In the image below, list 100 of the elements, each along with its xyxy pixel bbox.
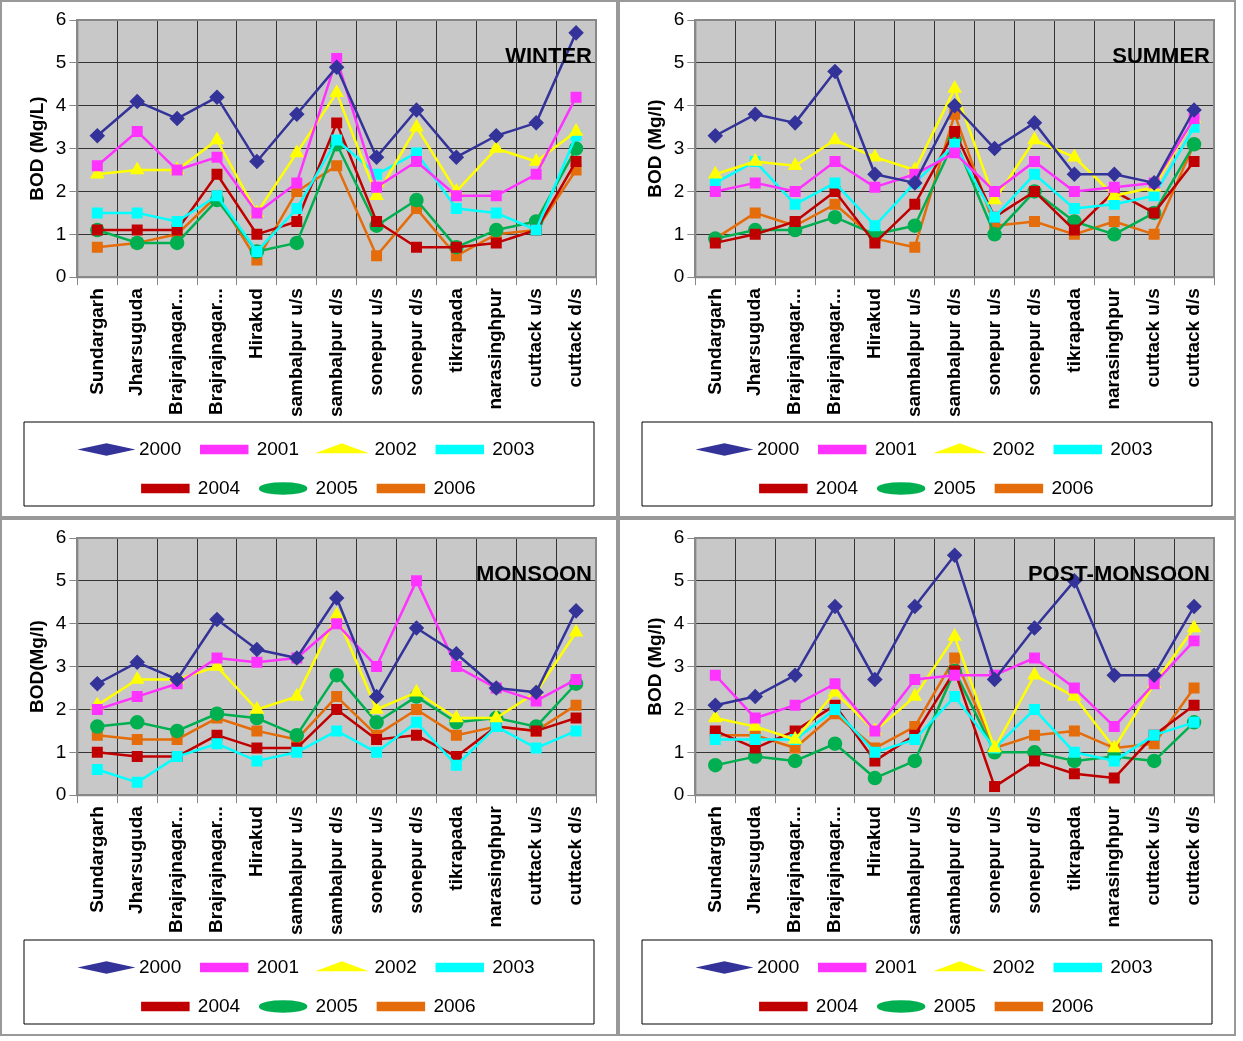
y-tick-label: 4 [673,611,685,633]
y-tick-label: 4 [55,611,67,633]
x-tick-label: Hirakud [863,806,885,877]
legend-label: 2004 [197,994,241,1016]
x-tick-label: Brajrajnagar... [165,806,187,933]
x-tick-label: cuttack d/s [1182,806,1204,906]
x-tick-label: narasinghpur [484,805,506,928]
x-tick-label: Jharsuguda [125,805,147,914]
x-tick-label: tikrapada [1062,805,1084,891]
y-tick-label: 2 [673,179,685,201]
legend-label: 2003 [492,437,535,459]
x-tick-label: Sundargarh [703,806,725,913]
x-tick-label: Brajrajnagar... [165,288,187,415]
x-tick-label: Sundargarh [703,288,725,395]
legend-label: 2006 [433,994,476,1016]
y-tick-label: 2 [55,697,67,719]
y-tick-label: 4 [673,93,685,115]
legend-label: 2004 [815,994,859,1016]
y-tick-label: 6 [673,8,685,30]
x-tick-label: sonepur u/s [982,288,1004,396]
x-tick-label: Brajrajnagar... [205,806,227,933]
legend-label: 2001 [874,437,918,459]
x-tick-label: Sundargarh [85,806,107,913]
y-axis-title: BOD (Mg/l) [643,617,665,716]
x-tick-label: cuttack d/s [1182,288,1204,388]
x-tick-label: Brajrajnagar... [783,806,805,933]
legend-label: 2002 [992,955,1035,977]
legend-label: 2005 [933,476,976,498]
legend-label: 2006 [1051,994,1094,1016]
x-tick-label: sonepur u/s [364,806,386,914]
legend-label: 2005 [933,994,976,1016]
x-tick-label: sambalpur d/s [324,806,346,936]
x-tick-label: sambalpur u/s [285,806,307,936]
x-tick-label: narasinghpur [484,287,506,410]
y-tick-label: 6 [55,526,67,548]
y-tick-label: 4 [55,93,67,115]
x-tick-label: cuttack d/s [564,288,586,388]
y-tick-label: 0 [673,783,685,805]
y-tick-label: 5 [55,51,67,73]
y-tick-label: 3 [55,654,67,676]
x-tick-label: sambalpur u/s [285,288,307,418]
x-tick-label: Brajrajnagar... [783,288,805,415]
x-tick-label: sonepur d/s [1022,806,1044,914]
y-tick-label: 1 [673,222,685,244]
y-tick-label: 0 [673,265,685,287]
y-tick-label: 6 [673,526,685,548]
y-tick-label: 5 [673,51,685,73]
y-axis-title: BOD (Mg/L) [25,96,47,201]
x-tick-label: cuttack u/s [1142,288,1164,388]
x-tick-label: cuttack u/s [1142,806,1164,906]
x-tick-label: sambalpur u/s [903,288,925,418]
legend-label: 2003 [1110,437,1153,459]
legend-label: 2005 [315,994,358,1016]
legend-label: 2002 [992,437,1035,459]
x-tick-label: Jharsuguda [743,287,765,396]
y-tick-label: 1 [55,222,67,244]
legend-label: 2000 [756,437,800,459]
x-tick-label: sambalpur d/s [942,806,964,936]
legend-label: 2001 [256,437,300,459]
x-tick-label: sonepur d/s [1022,288,1044,396]
x-tick-label: sonepur u/s [982,806,1004,914]
legend-label: 2001 [874,955,918,977]
y-tick-label: 5 [55,569,67,591]
y-tick-label: 3 [673,654,685,676]
x-tick-label: tikrapada [444,287,466,373]
y-tick-label: 1 [673,740,685,762]
legend-label: 2004 [815,476,859,498]
x-tick-label: cuttack u/s [524,806,546,906]
legend-label: 2006 [1051,476,1094,498]
y-tick-label: 2 [55,179,67,201]
x-tick-label: sonepur d/s [404,806,426,914]
legend-label: 2000 [138,437,182,459]
x-tick-label: Brajrajnagar... [823,806,845,933]
x-tick-label: cuttack u/s [524,288,546,388]
x-tick-label: sambalpur u/s [903,806,925,936]
legend-label: 2001 [256,955,300,977]
x-tick-label: tikrapada [444,805,466,891]
x-tick-label: Hirakud [863,288,885,359]
legend-label: 2005 [315,476,358,498]
x-tick-label: Hirakud [245,806,267,877]
x-tick-label: sambalpur d/s [942,288,964,418]
legend-label: 2002 [374,437,417,459]
legend-label: 2000 [756,955,800,977]
x-tick-label: Brajrajnagar... [205,288,227,415]
legend-label: 2003 [1110,955,1153,977]
legend-label: 2002 [374,955,417,977]
x-tick-label: narasinghpur [1102,805,1124,928]
x-tick-label: Jharsuguda [125,287,147,396]
x-tick-label: cuttack d/s [564,806,586,906]
x-tick-label: sonepur u/s [364,288,386,396]
y-axis-title: BOD(Mg/l) [25,620,47,714]
legend-label: 2006 [433,476,476,498]
y-tick-label: 3 [673,136,685,158]
y-tick-label: 2 [673,697,685,719]
y-tick-label: 1 [55,740,67,762]
y-tick-label: 3 [55,136,67,158]
y-tick-label: 0 [55,783,67,805]
legend-label: 2000 [138,955,182,977]
x-tick-label: tikrapada [1062,287,1084,373]
x-tick-label: sambalpur d/s [324,288,346,418]
